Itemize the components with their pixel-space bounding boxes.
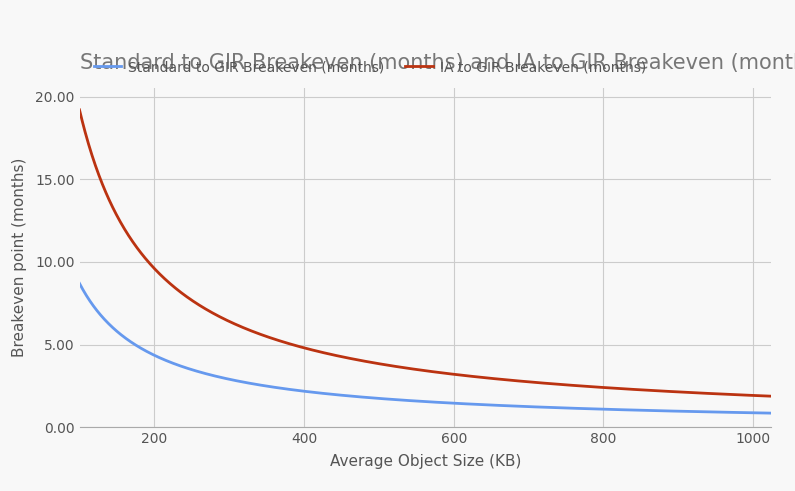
IA to GIR Breakeven (months) [626,386,636,392]
Standard to GIR Breakeven (months) [75,280,84,286]
Line: IA to GIR Breakeven (months): IA to GIR Breakeven (months) [80,110,771,396]
IA to GIR Breakeven (months) [355,357,364,363]
Standard to GIR Breakeven (months) [549,405,559,410]
Standard to GIR Breakeven (months) [626,407,636,413]
Standard to GIR Breakeven (months) [766,410,776,416]
Line: Standard to GIR Breakeven (months): Standard to GIR Breakeven (months) [80,283,771,413]
IA to GIR Breakeven (months) [145,261,155,267]
IA to GIR Breakeven (months) [614,385,623,391]
IA to GIR Breakeven (months) [75,107,84,113]
Standard to GIR Breakeven (months) [379,396,389,402]
IA to GIR Breakeven (months) [379,362,389,368]
IA to GIR Breakeven (months) [766,393,776,399]
Legend: Standard to GIR Breakeven (months), IA to GIR Breakeven (months): Standard to GIR Breakeven (months), IA t… [88,55,652,80]
X-axis label: Average Object Size (KB): Average Object Size (KB) [330,454,521,469]
Standard to GIR Breakeven (months) [614,407,623,412]
Text: Standard to GIR Breakeven (months) and IA to GIR Breakeven (months): Standard to GIR Breakeven (months) and I… [80,53,795,73]
Y-axis label: Breakeven point (months): Breakeven point (months) [12,158,27,357]
Standard to GIR Breakeven (months) [355,394,364,400]
Standard to GIR Breakeven (months) [145,350,155,356]
IA to GIR Breakeven (months) [549,381,559,387]
